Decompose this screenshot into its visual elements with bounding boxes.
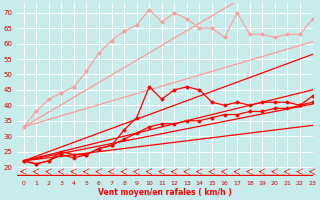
X-axis label: Vent moyen/en rafales ( km/h ): Vent moyen/en rafales ( km/h )	[98, 188, 232, 197]
